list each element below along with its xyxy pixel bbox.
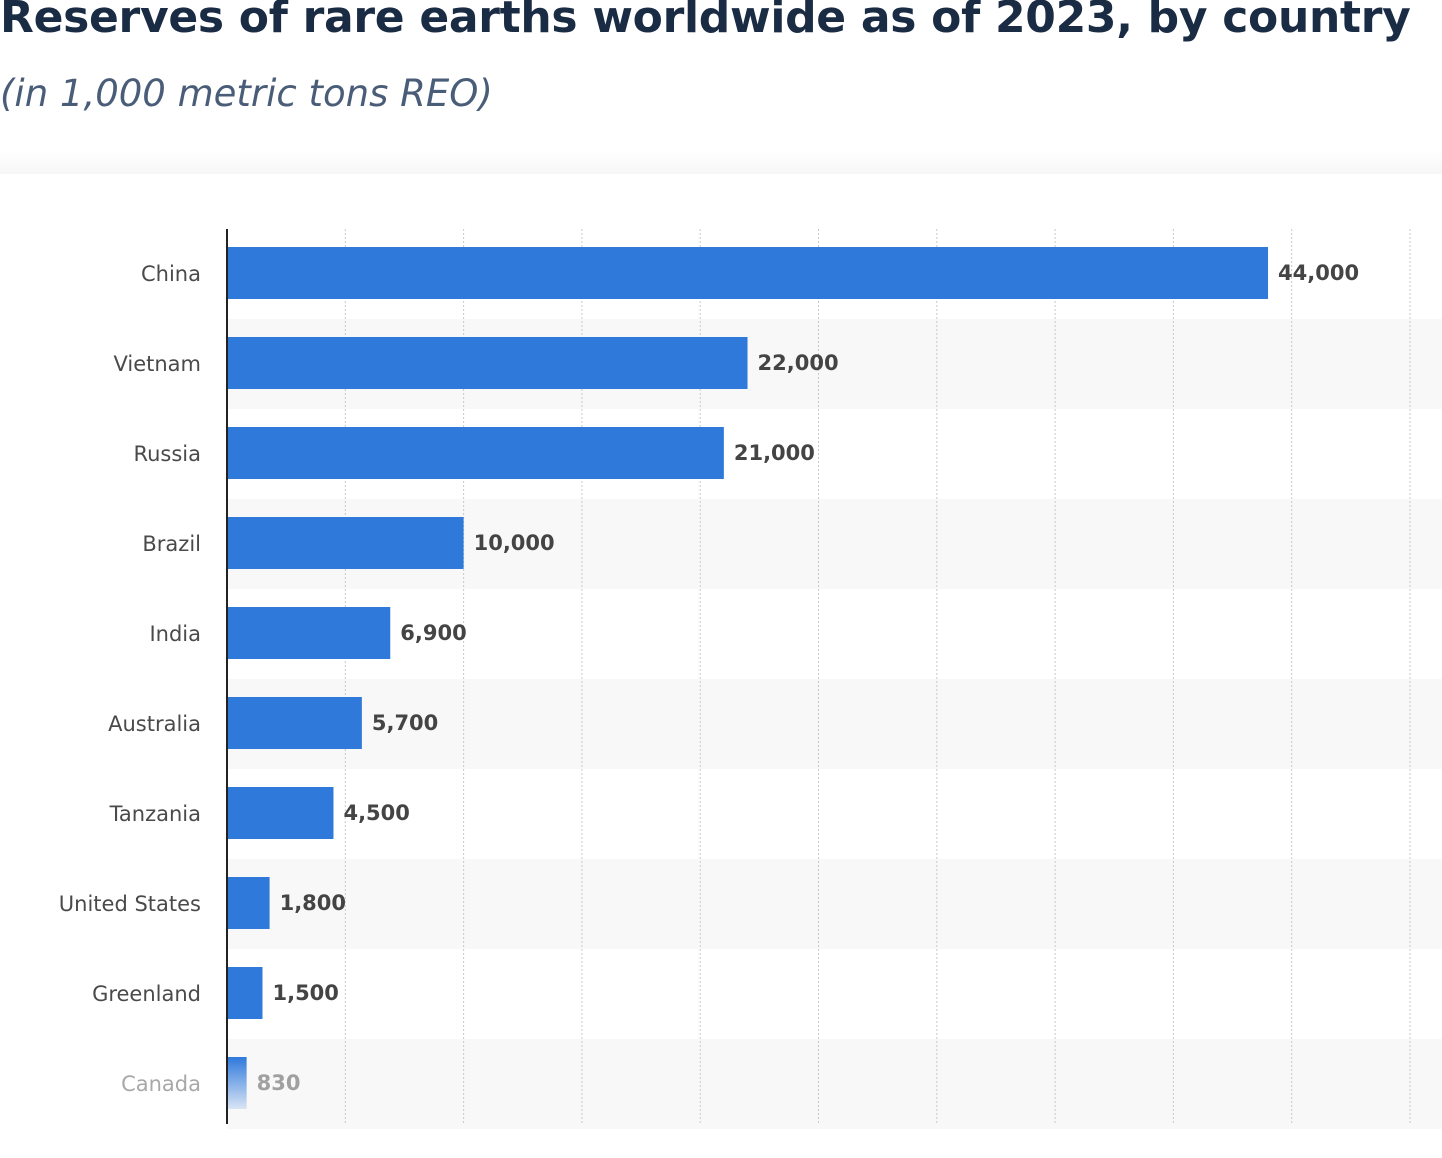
value-label: 10,000 bbox=[474, 531, 555, 555]
row-band bbox=[227, 1039, 1442, 1129]
row-band bbox=[227, 859, 1442, 949]
chart-title: Reserves of rare earths worldwide as of … bbox=[0, 0, 1411, 43]
value-label: 1,800 bbox=[280, 891, 346, 915]
category-label: Greenland bbox=[92, 982, 201, 1006]
value-label: 22,000 bbox=[758, 351, 839, 375]
bar[interactable] bbox=[227, 607, 391, 659]
value-label: 6,900 bbox=[400, 621, 466, 645]
value-label: 1,500 bbox=[272, 981, 338, 1005]
bar[interactable] bbox=[227, 337, 748, 389]
bar[interactable] bbox=[227, 517, 464, 569]
category-label: India bbox=[149, 622, 201, 646]
bar[interactable] bbox=[227, 697, 362, 749]
bar[interactable] bbox=[227, 427, 724, 479]
category-label: Russia bbox=[133, 442, 201, 466]
row-band bbox=[227, 679, 1442, 769]
value-label: 21,000 bbox=[734, 441, 815, 465]
category-label: Vietnam bbox=[113, 352, 201, 376]
category-label: China bbox=[141, 262, 201, 286]
panel-shadow bbox=[0, 150, 1442, 174]
bar[interactable] bbox=[227, 1057, 247, 1109]
chart-subtitle: (in 1,000 metric tons REO) bbox=[0, 72, 493, 115]
bar[interactable] bbox=[227, 247, 1269, 299]
category-labels: China Vietnam Russia Brazil India Australia Ta… bbox=[59, 262, 201, 1096]
category-label: Brazil bbox=[142, 532, 201, 556]
category-label: Tanzania bbox=[109, 802, 201, 826]
category-label: United States bbox=[59, 892, 201, 916]
bar[interactable] bbox=[227, 787, 334, 839]
value-labels: 44,000 22,000 21,000 10,000 6,900 5,700 4,500 1… bbox=[257, 261, 1359, 1095]
value-label: 830 bbox=[257, 1071, 301, 1095]
bars bbox=[227, 247, 1269, 1109]
category-label: Australia bbox=[108, 712, 201, 736]
bar[interactable] bbox=[227, 877, 270, 929]
value-label: 44,000 bbox=[1278, 261, 1359, 285]
value-label: 4,500 bbox=[343, 801, 409, 825]
bar[interactable] bbox=[227, 967, 263, 1019]
value-label: 5,700 bbox=[372, 711, 438, 735]
category-label: Canada bbox=[121, 1072, 201, 1096]
